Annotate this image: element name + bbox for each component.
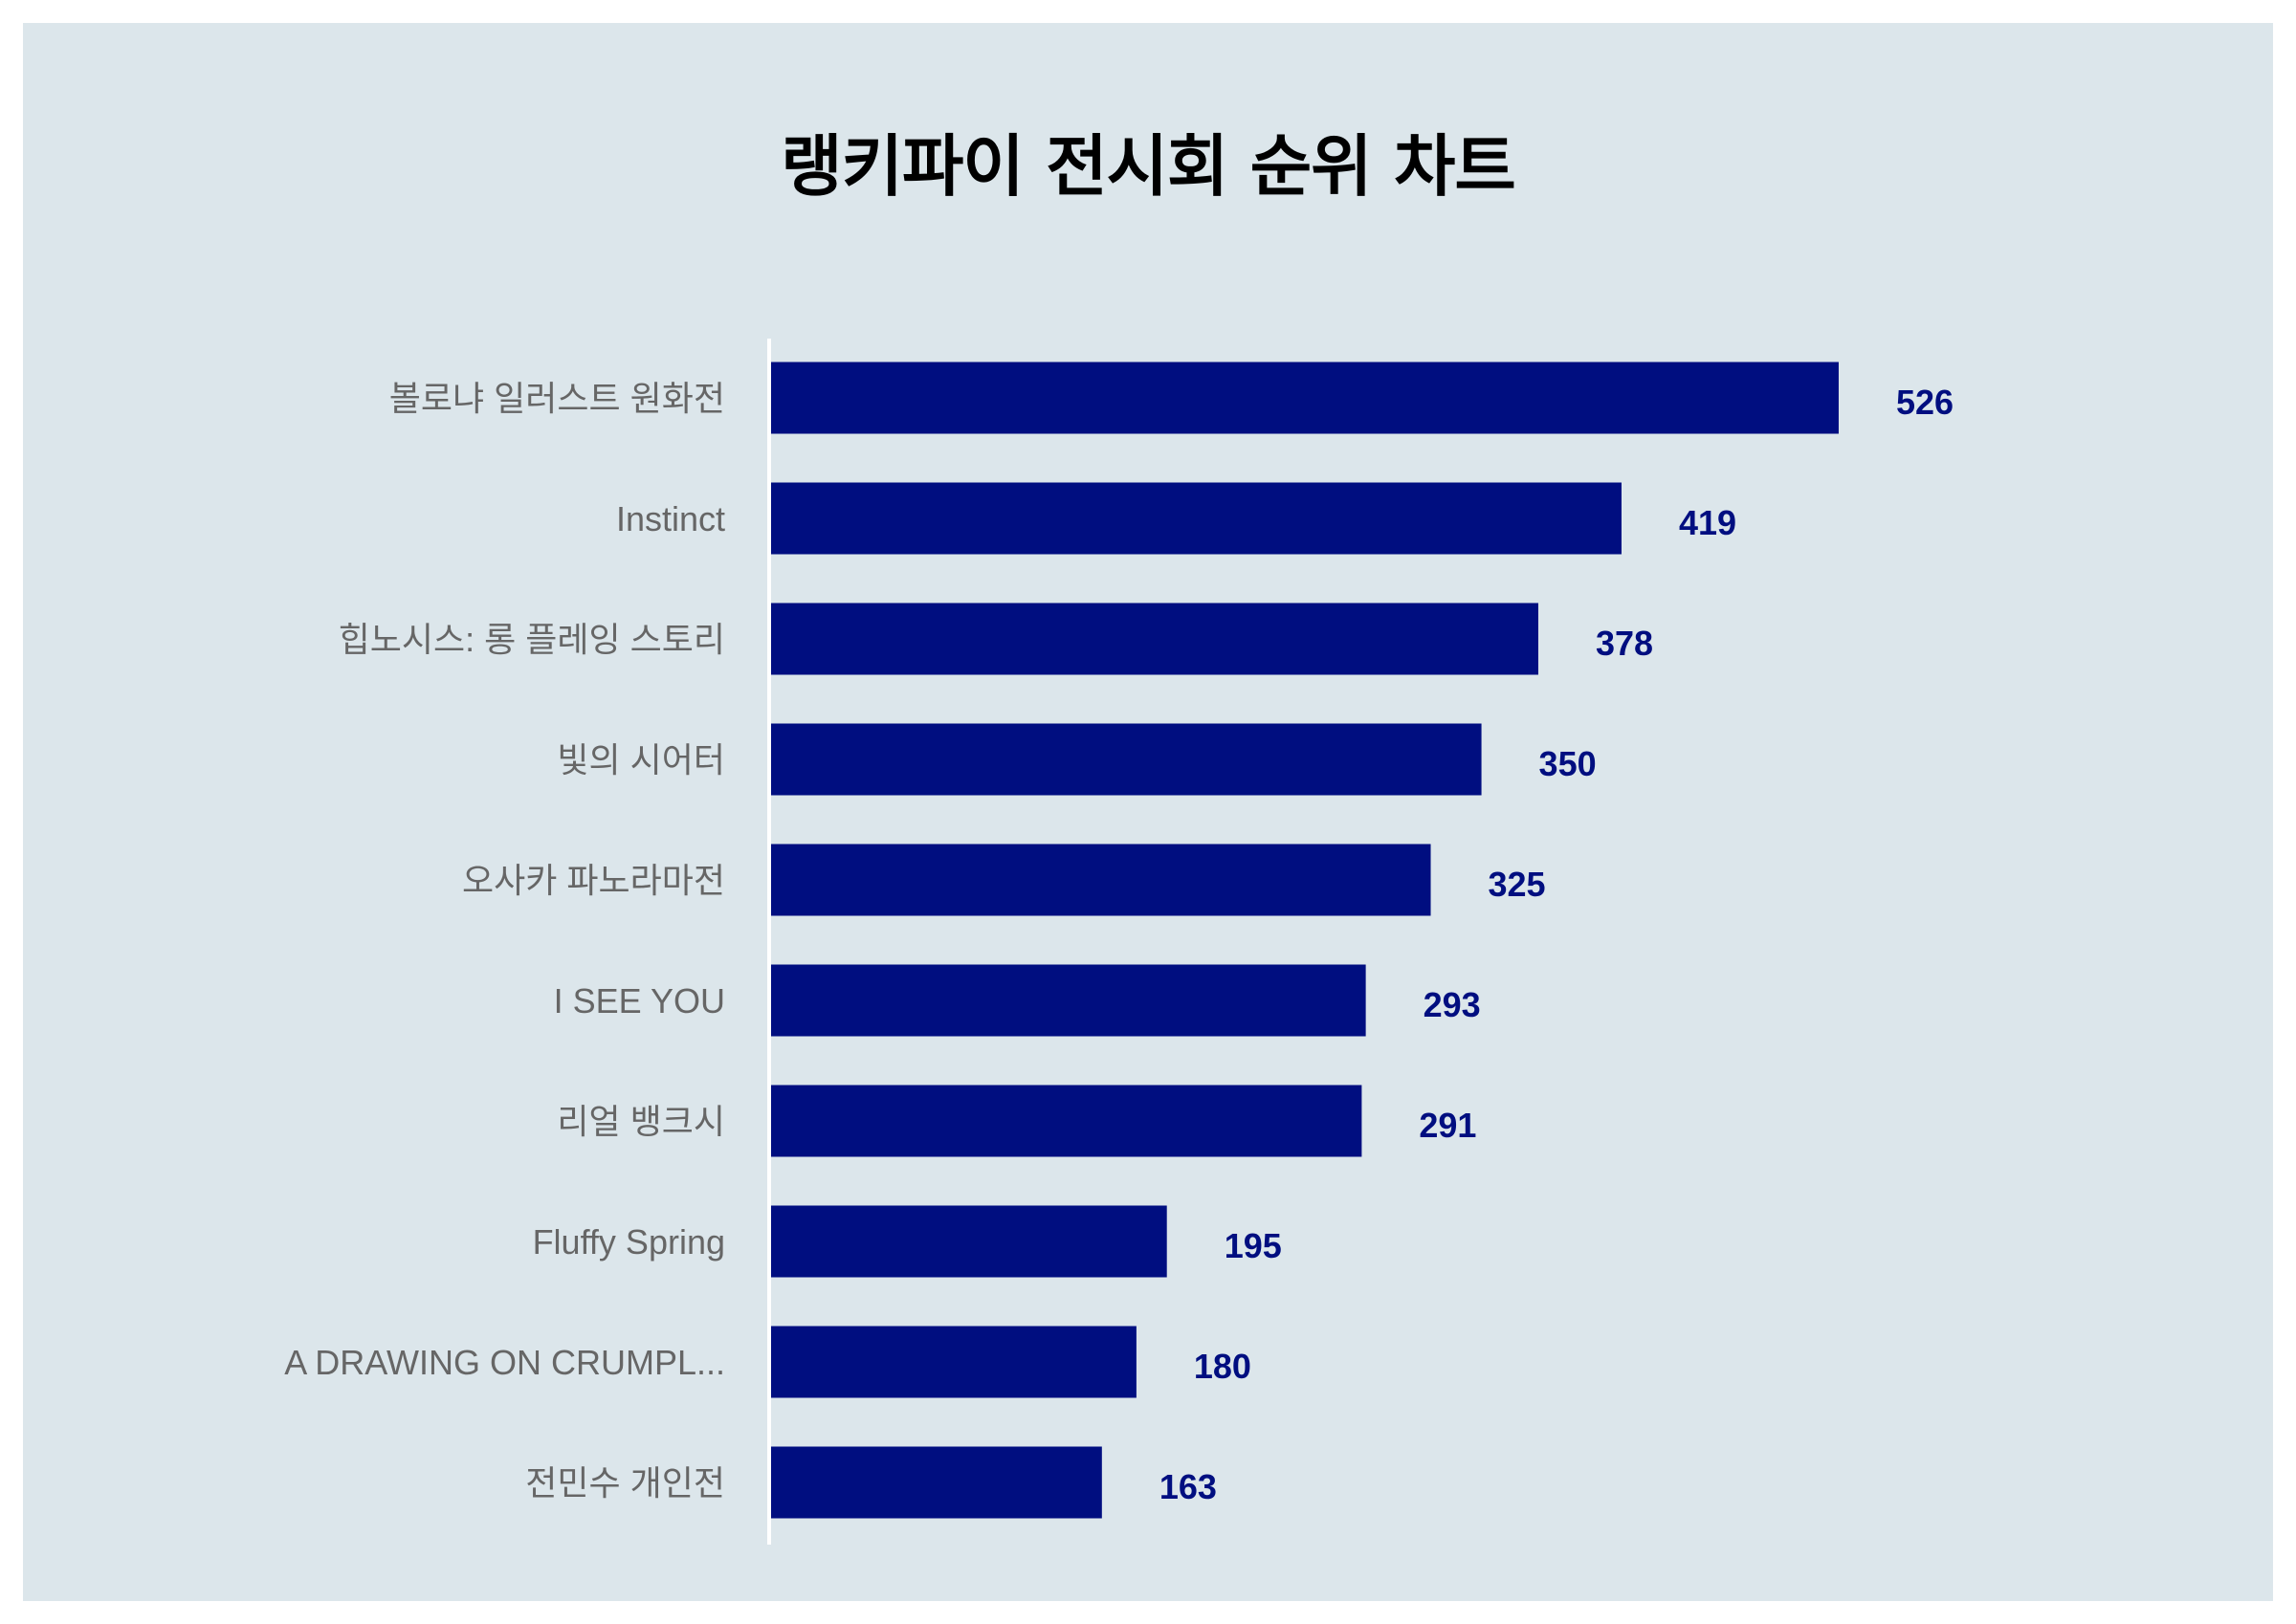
value-label-5: 293 <box>1424 985 1481 1024</box>
category-label-1: Instinct <box>616 499 725 538</box>
value-label-3: 350 <box>1539 744 1597 783</box>
bar-1 <box>771 482 1622 555</box>
bar-4 <box>771 844 1431 916</box>
category-label-7: Fluffy Spring <box>533 1222 725 1262</box>
category-label-0: 볼로냐 일러스트 원화전 <box>389 379 725 418</box>
value-label-9: 163 <box>1159 1467 1217 1506</box>
value-label-2: 378 <box>1596 624 1653 663</box>
bar-2 <box>771 603 1538 675</box>
category-label-2: 힙노시스: 롱 플레잉 스토리 <box>339 620 725 659</box>
value-label-8: 180 <box>1194 1347 1251 1386</box>
category-label-9: 전민수 개인전 <box>525 1463 725 1503</box>
value-label-0: 526 <box>1896 383 1954 422</box>
value-label-7: 195 <box>1225 1226 1282 1265</box>
bar-7 <box>771 1205 1167 1278</box>
category-label-3: 빛의 시어터 <box>557 740 725 779</box>
category-label-5: I SEE YOU <box>554 981 725 1020</box>
value-label-4: 325 <box>1489 865 1546 904</box>
bar-5 <box>771 964 1366 1037</box>
bar-9 <box>771 1446 1102 1519</box>
category-label-6: 리얼 뱅크시 <box>557 1102 725 1141</box>
value-label-6: 291 <box>1419 1106 1476 1145</box>
category-label-4: 오사카 파노라마전 <box>462 861 725 900</box>
value-label-1: 419 <box>1679 503 1736 542</box>
bar-3 <box>771 723 1482 796</box>
bar-0 <box>771 362 1839 434</box>
chart-background <box>23 23 2273 1601</box>
bar-6 <box>771 1085 1362 1157</box>
bar-8 <box>771 1326 1137 1398</box>
chart-title: 랭키파이 전시회 순위 차트 <box>781 127 1516 206</box>
category-label-8: A DRAWING ON CRUMPL... <box>284 1343 725 1382</box>
